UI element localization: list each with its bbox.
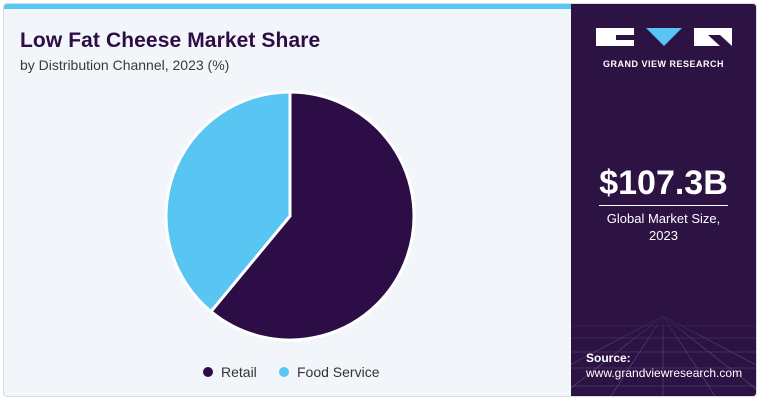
legend-item-food-service: Food Service [279, 364, 379, 380]
legend-item-retail: Retail [203, 364, 257, 380]
chart-panel: Low Fat Cheese Market Share by Distribut… [4, 9, 571, 396]
market-size-value: $107.3B [599, 164, 728, 202]
pie-slice-food-service [164, 90, 292, 314]
pie-slice-retail [208, 90, 416, 342]
infographic-card: Low Fat Cheese Market Share by Distribut… [3, 3, 757, 397]
brand-name: GRAND VIEW RESEARCH [602, 59, 724, 69]
legend-label-food-service: Food Service [297, 364, 380, 380]
chart-title: Low Fat Cheese Market Share [20, 29, 321, 52]
source-link[interactable]: www.grandviewresearch.com [586, 366, 743, 380]
chart-subtitle: by Distribution Channel, 2023 (%) [20, 57, 230, 73]
legend-swatch-food-service [279, 367, 289, 377]
pie-chart [164, 90, 416, 342]
accent-stripe [4, 4, 571, 9]
grand-view-research-logo-icon [596, 28, 732, 46]
market-size-label: Global Market Size, 2023 [571, 210, 756, 244]
market-size-label-line2: 2023 [649, 228, 678, 243]
source-label: Source: [586, 351, 631, 365]
grid-decoration [571, 306, 756, 396]
legend-label-retail: Retail [221, 364, 257, 380]
summary-panel: GRAND VIEW RESEARCH $107.3B Global Marke… [571, 4, 756, 396]
market-size-label-line1: Global Market Size, [606, 211, 721, 226]
divider [599, 205, 728, 206]
legend-swatch-retail [203, 367, 213, 377]
